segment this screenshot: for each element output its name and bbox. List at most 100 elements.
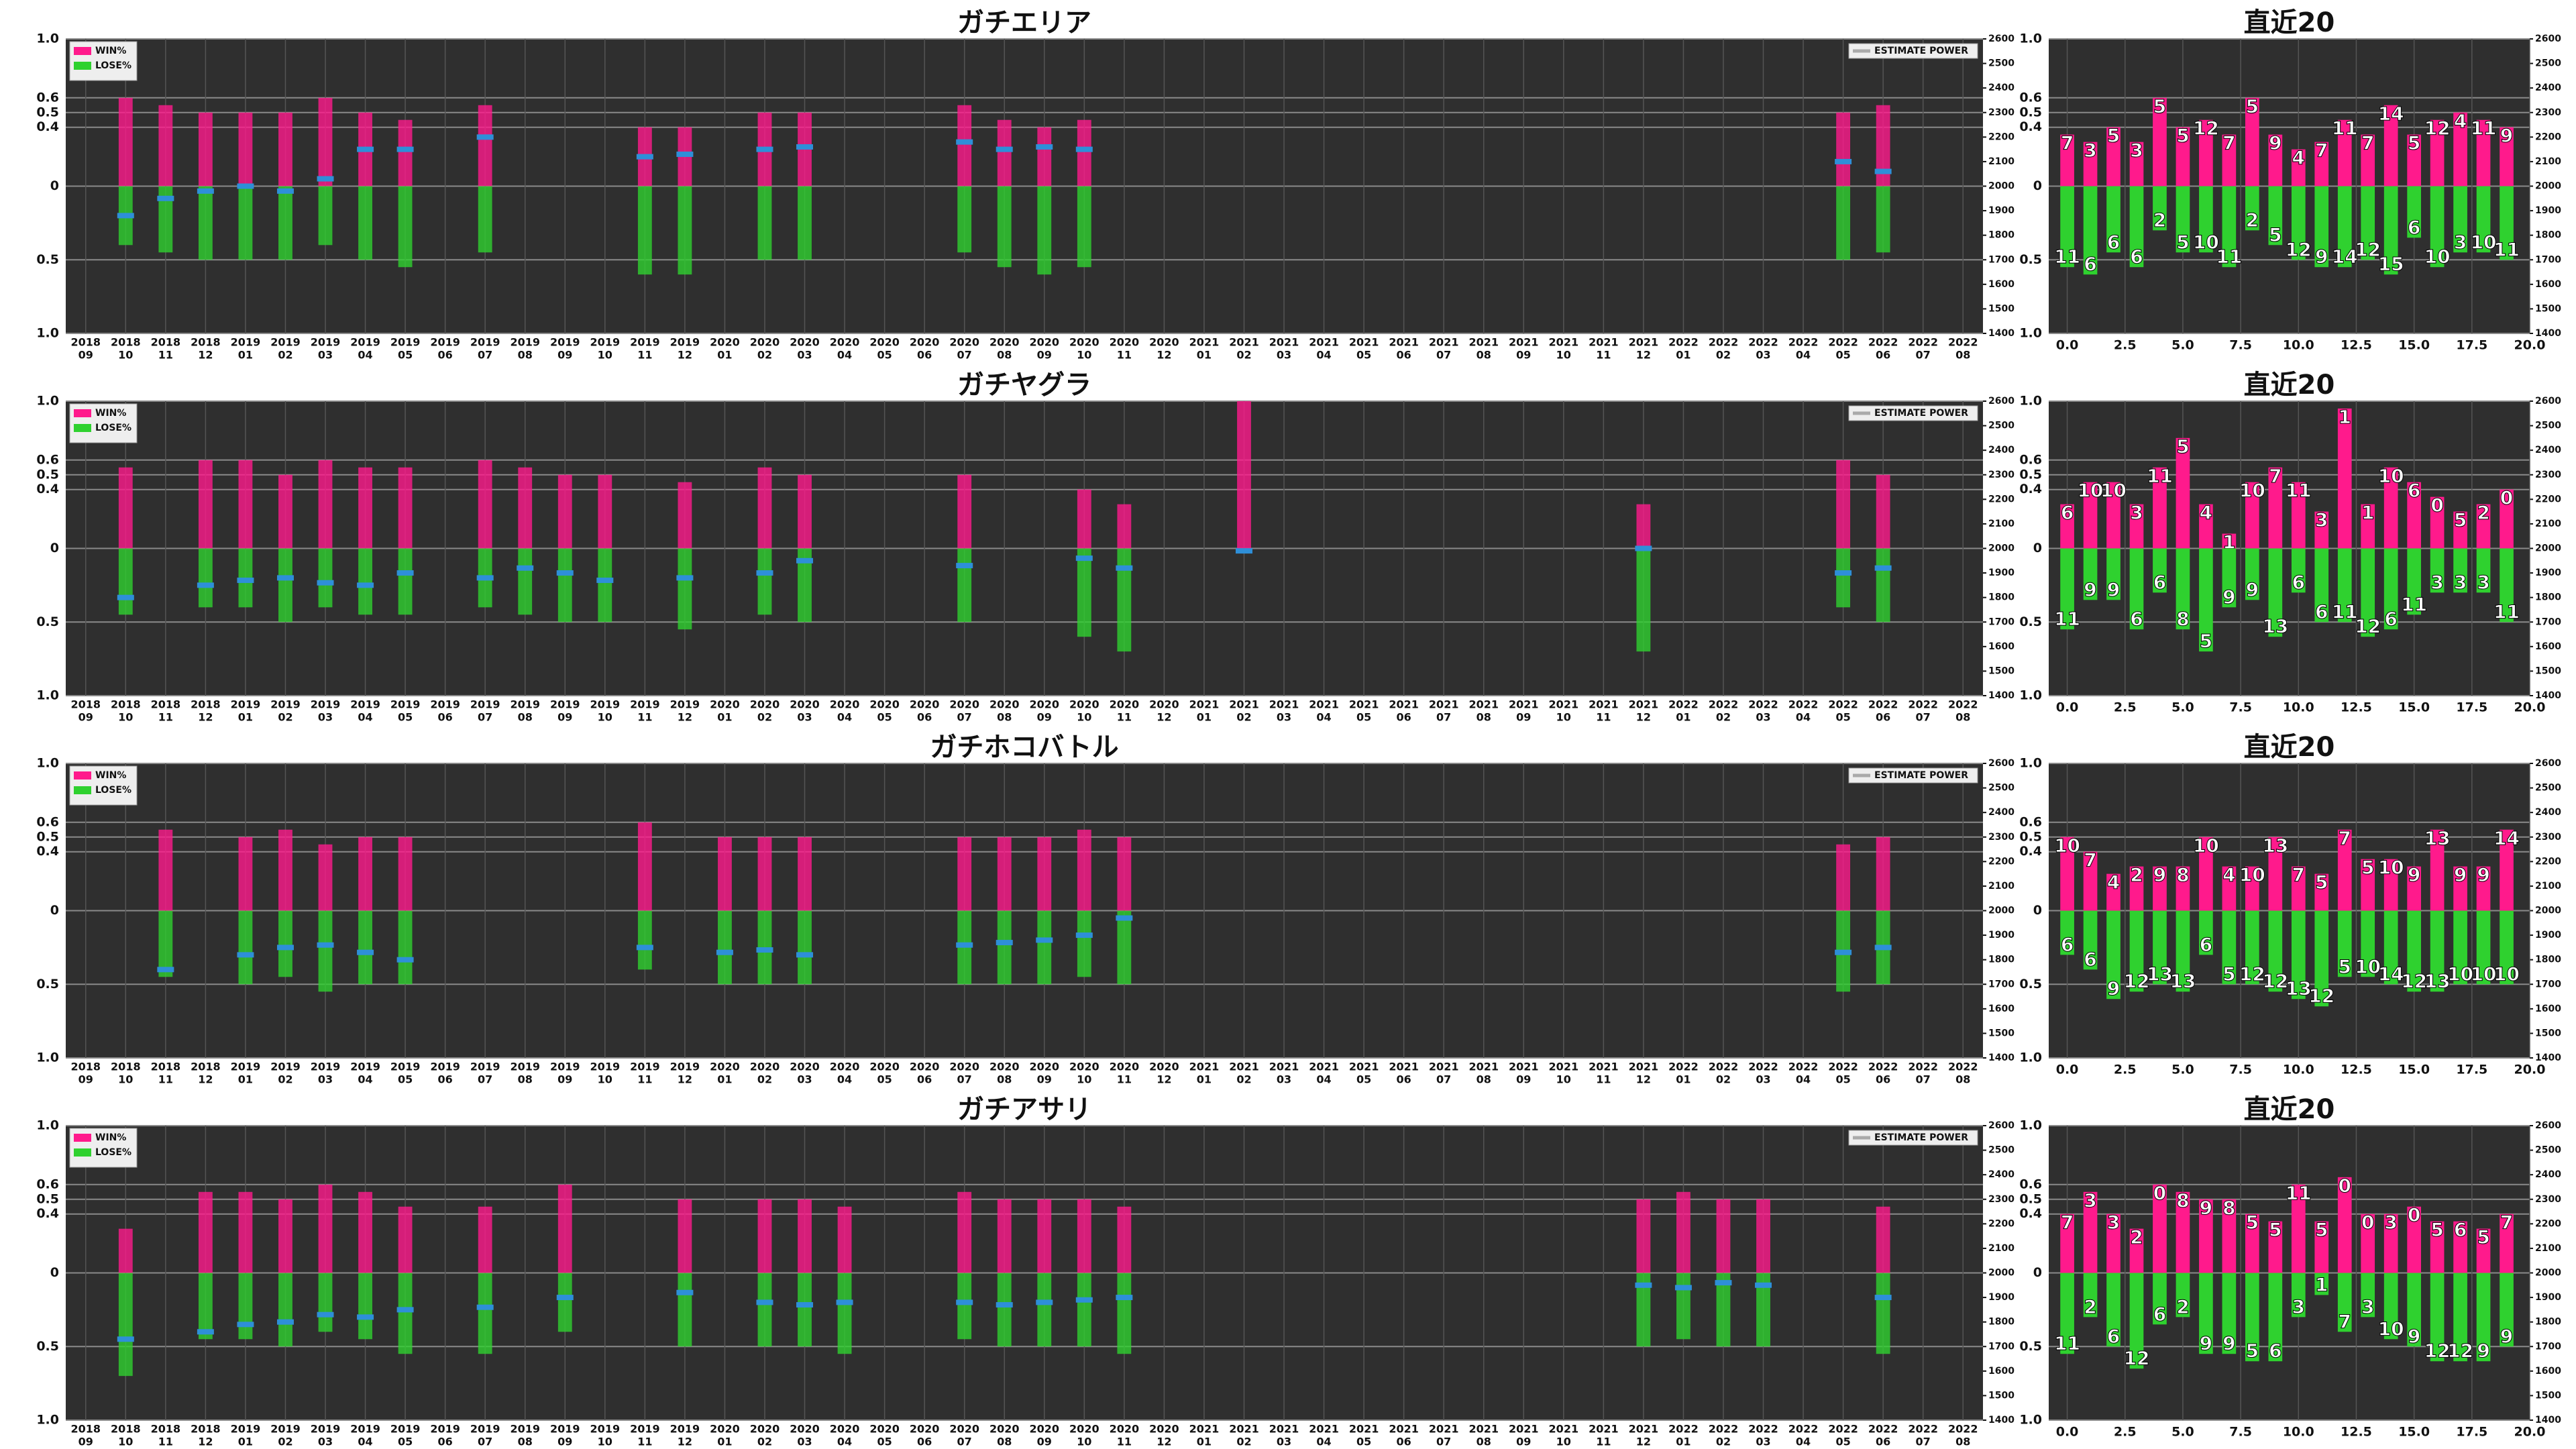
bar — [2245, 97, 2259, 186]
y2-tick-label: 2100 — [2535, 881, 2561, 892]
x-tick-year: 2020 — [790, 1061, 820, 1073]
x-tick-year: 2020 — [750, 336, 780, 349]
x-tick-month: 01 — [238, 1436, 253, 1448]
x-tick-year: 2018 — [111, 336, 141, 349]
x-tick-month: 08 — [997, 711, 1012, 724]
count-label: 8 — [2222, 1197, 2235, 1219]
bar — [2222, 866, 2237, 911]
bar — [2453, 548, 2467, 593]
y2-tick-label: 2200 — [1988, 494, 2015, 504]
y2-tick-label: 2600 — [2535, 396, 2561, 407]
count-label: 9 — [2477, 1340, 2489, 1362]
count-label: 9 — [2200, 1332, 2212, 1354]
bar — [198, 1273, 213, 1340]
y2-tick-label: 1900 — [2535, 205, 2561, 216]
x-tick-year: 2022 — [1668, 1061, 1699, 1073]
bar — [1077, 910, 1091, 977]
legend-label: LOSE% — [95, 785, 131, 796]
x-tick-year: 2019 — [510, 336, 540, 349]
bar — [2153, 1273, 2167, 1325]
y2-tick-label: 2500 — [2535, 421, 2561, 431]
x-tick-label: 12.5 — [2341, 700, 2372, 715]
x-tick-month: 09 — [78, 711, 93, 724]
count-label: 10 — [2378, 1318, 2404, 1340]
x-tick-year: 2018 — [111, 1423, 141, 1436]
x-tick-year: 2019 — [430, 336, 460, 349]
power-mark — [796, 1302, 814, 1308]
count-label: 9 — [2222, 586, 2235, 608]
y2-tick-label: 1700 — [2535, 254, 2561, 265]
count-label: 3 — [2430, 571, 2443, 593]
power-mark — [1874, 945, 1892, 951]
x-tick-month: 04 — [1796, 1073, 1811, 1086]
x-tick-label: 2.5 — [2114, 700, 2137, 715]
legend-label: LOSE% — [95, 60, 131, 71]
y2-tick-label: 2600 — [1988, 758, 2015, 769]
x-tick-year: 2020 — [1149, 1061, 1179, 1073]
bar — [278, 548, 292, 623]
x-tick-month: 12 — [678, 1436, 692, 1448]
x-tick-month: 11 — [1596, 1073, 1611, 1086]
bar — [798, 186, 812, 260]
power-mark — [237, 183, 254, 189]
bar — [2083, 1191, 2098, 1273]
x-tick-month: 02 — [278, 711, 292, 724]
x-tick-year: 2020 — [1110, 698, 1140, 711]
count-label: 12 — [2424, 1340, 2451, 1362]
x-tick-month: 08 — [997, 1436, 1012, 1448]
x-tick-year: 2018 — [191, 1423, 221, 1436]
bar — [598, 548, 612, 623]
bar — [2476, 119, 2491, 186]
bar — [1037, 837, 1052, 911]
bar — [358, 467, 372, 549]
x-tick-year: 2020 — [710, 1423, 740, 1436]
x-tick-year: 2020 — [1110, 336, 1140, 349]
bar — [1117, 548, 1132, 652]
y2-tick-label: 1900 — [2535, 930, 2561, 941]
y2-tick-label: 1900 — [1988, 205, 2015, 216]
y2-tick-label: 1400 — [2535, 690, 2561, 701]
x-tick-year: 2019 — [311, 336, 341, 349]
bar — [1077, 119, 1091, 186]
x-tick-month: 06 — [438, 349, 453, 362]
bar — [997, 119, 1012, 186]
x-tick-month: 08 — [518, 1436, 533, 1448]
bar — [2199, 119, 2213, 186]
x-tick-year: 2021 — [1589, 1423, 1619, 1436]
bar — [2383, 467, 2398, 549]
y2-tick-label: 2100 — [2535, 156, 2561, 167]
x-tick-year: 2018 — [191, 698, 221, 711]
count-label: 13 — [2147, 963, 2173, 985]
count-label: 12 — [2424, 117, 2451, 140]
x-tick-year: 2019 — [510, 1061, 540, 1073]
bar — [2430, 186, 2445, 268]
x-tick-label: 5.0 — [2171, 700, 2194, 715]
power-mark — [396, 146, 414, 152]
y2-tick-label: 2300 — [2535, 107, 2561, 118]
bar — [2337, 910, 2352, 977]
x-tick-label: 10.0 — [2283, 338, 2314, 353]
x-tick-label: 15.0 — [2398, 1425, 2430, 1440]
x-tick-month: 10 — [1077, 1436, 1091, 1448]
bar — [1636, 548, 1651, 652]
count-label: 7 — [2361, 132, 2374, 154]
count-label: 9 — [2222, 1332, 2235, 1354]
y2-tick-label: 2400 — [2535, 83, 2561, 93]
bar — [2337, 829, 2352, 911]
count-label: 12 — [2124, 1347, 2150, 1369]
bar — [2430, 1273, 2445, 1362]
bar — [557, 548, 572, 623]
bar — [398, 186, 413, 268]
x-tick-month: 05 — [1356, 711, 1371, 724]
count-label: 15 — [2378, 253, 2404, 275]
bar — [2176, 1273, 2190, 1318]
x-tick-month: 07 — [1436, 1073, 1451, 1086]
y2-tick-label: 1500 — [2535, 1390, 2561, 1401]
x-tick-month: 10 — [598, 1073, 612, 1086]
x-tick-label: 17.5 — [2456, 1063, 2487, 1077]
bar — [2060, 186, 2074, 268]
y-tick-label: 1.0 — [36, 1051, 59, 1065]
count-label: 2 — [2477, 502, 2489, 524]
x-tick-month: 03 — [1277, 711, 1291, 724]
count-label: 3 — [2384, 1212, 2397, 1234]
